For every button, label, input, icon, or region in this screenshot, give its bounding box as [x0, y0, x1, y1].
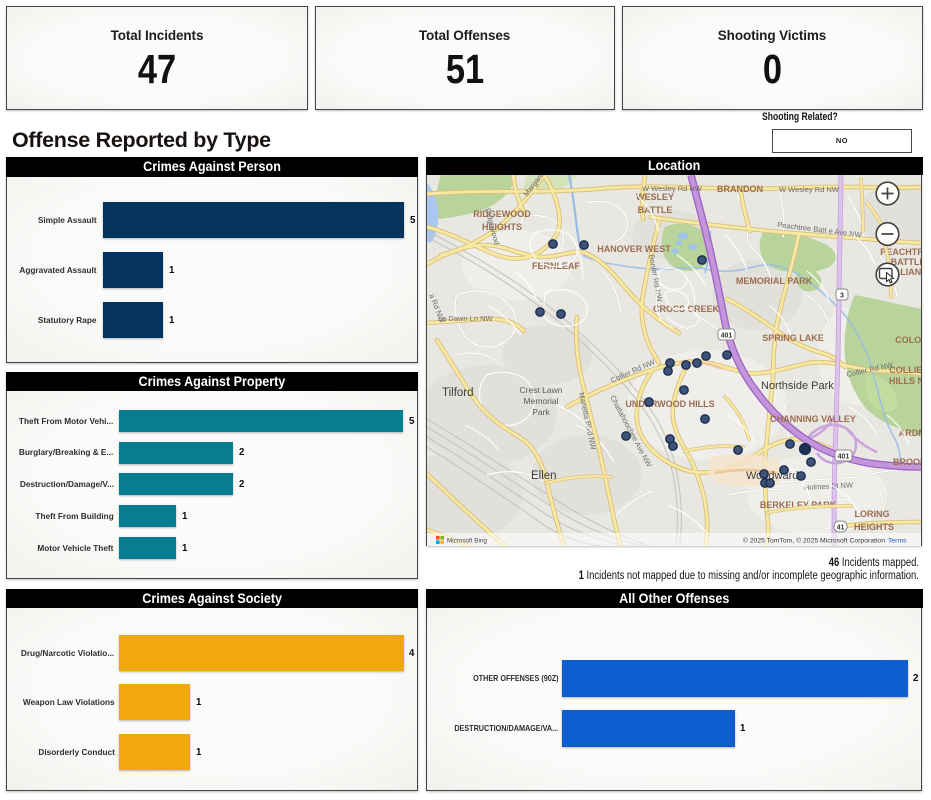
svg-text:Crest Lawn: Crest Lawn — [519, 385, 562, 395]
svg-text:W Wesley Rd NW: W Wesley Rd NW — [642, 184, 703, 193]
svg-text:Northside Park: Northside Park — [761, 380, 834, 392]
svg-text:WESLEY: WESLEY — [635, 192, 673, 202]
svg-text:PEACHTREE: PEACHTREE — [880, 247, 921, 257]
svg-text:ALLIANCE: ALLIANCE — [888, 267, 921, 277]
svg-text:Microsoft Bing: Microsoft Bing — [447, 537, 487, 544]
svg-text:CHANNING VALLEY: CHANNING VALLEY — [770, 414, 856, 424]
svg-text:401: 401 — [720, 332, 732, 339]
svg-text:BATTLE: BATTLE — [637, 205, 672, 215]
svg-text:Memorial: Memorial — [523, 396, 558, 406]
svg-text:RIDGEWOOD: RIDGEWOOD — [473, 209, 531, 219]
svg-text:HEIGHTS: HEIGHTS — [481, 222, 521, 232]
svg-text:Holmes St NW: Holmes St NW — [803, 480, 853, 492]
svg-text:41: 41 — [836, 524, 844, 531]
svg-text:Ellen: Ellen — [531, 470, 557, 482]
svg-text:© 2025 TomTom, © 2025 Microsof: © 2025 TomTom, © 2025 Microsoft Corporat… — [742, 536, 884, 544]
svg-text:ARDMOR: ARDMOR — [898, 428, 921, 438]
svg-text:401: 401 — [837, 453, 849, 460]
svg-text:W Wesley Rd NW: W Wesley Rd NW — [779, 185, 840, 194]
svg-text:UNDERWOOD HILLS: UNDERWOOD HILLS — [625, 399, 714, 409]
svg-text:La Dawn Ln NW: La Dawn Ln NW — [438, 314, 494, 323]
svg-text:MEMORIAL PARK: MEMORIAL PARK — [735, 276, 812, 286]
svg-text:BRANDON: BRANDON — [717, 184, 763, 194]
svg-text:BERKELEY PARK: BERKELEY PARK — [759, 500, 836, 510]
svg-text:BATTLE: BATTLE — [890, 257, 921, 267]
svg-text:HEIGHTS: HEIGHTS — [853, 522, 893, 532]
svg-text:3: 3 — [840, 292, 844, 299]
svg-text:SPRING LAKE: SPRING LAKE — [762, 333, 824, 343]
svg-text:HILLS NORT: HILLS NORT — [889, 376, 922, 386]
svg-text:Park: Park — [532, 407, 550, 417]
svg-text:COLLIER: COLLIER — [889, 365, 921, 375]
svg-text:COLONIA: COLONIA — [895, 335, 921, 345]
svg-text:Terms: Terms — [888, 537, 907, 544]
svg-text:LORING: LORING — [854, 509, 889, 519]
svg-text:HANOVER WEST: HANOVER WEST — [597, 244, 671, 254]
svg-text:BROOKW: BROOKW — [893, 457, 922, 467]
svg-text:Tilford: Tilford — [442, 387, 474, 399]
